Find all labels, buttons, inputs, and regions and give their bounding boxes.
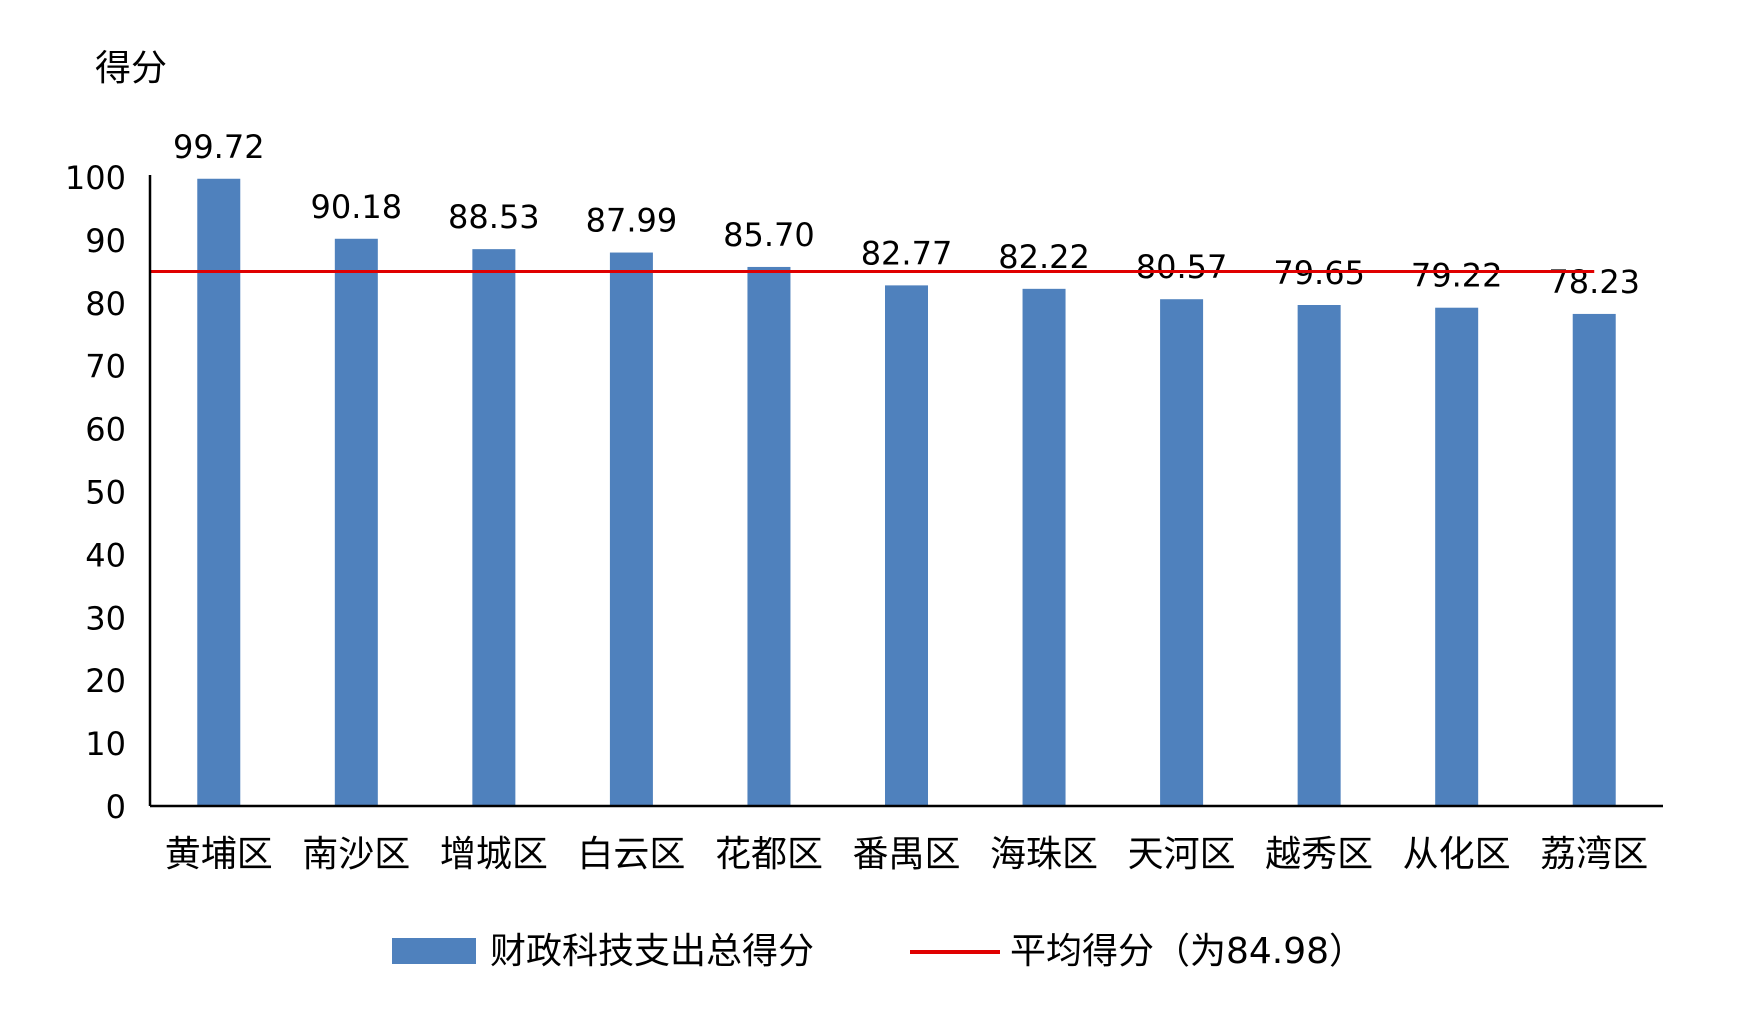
bar	[747, 266, 791, 806]
y-tick-label: 100	[65, 159, 126, 197]
x-tick-label: 黄埔区	[165, 834, 273, 875]
y-tick-label: 30	[85, 599, 126, 637]
x-tick-label: 荔湾区	[1540, 834, 1648, 875]
y-axis-title: 得分	[95, 48, 167, 89]
bar	[1572, 313, 1616, 806]
y-tick-label: 10	[85, 725, 126, 763]
y-tick-label: 90	[85, 222, 126, 260]
legend: 财政科技支出总得分 平均得分（为84.98）	[392, 931, 1365, 972]
y-tick-label: 40	[85, 536, 126, 574]
bar-value-label: 87.99	[586, 202, 678, 240]
x-tick-label: 南沙区	[302, 834, 410, 875]
x-tick-label: 番禺区	[852, 834, 960, 875]
y-axis-ticks: 0 10 20 30 40 50 60 70 80 90 100	[65, 159, 126, 826]
bars	[197, 178, 1616, 807]
bar-value-label: 79.22	[1411, 257, 1503, 295]
x-tick-label: 增城区	[440, 834, 548, 875]
bar	[885, 285, 928, 806]
x-tick-label: 海珠区	[990, 834, 1098, 875]
legend-bar-label: 财政科技支出总得分	[490, 931, 814, 972]
bar-value-label: 82.77	[861, 234, 953, 272]
x-tick-label: 花都区	[715, 834, 823, 875]
bar-value-label: 85.70	[723, 216, 815, 254]
bar-value-labels: 99.72 90.18 88.53 87.99 85.70 82.77 82.22 80.57…	[173, 128, 1640, 301]
y-tick-label: 60	[85, 411, 126, 449]
bar-value-label: 88.53	[448, 198, 540, 236]
bar-value-label: 90.18	[311, 188, 403, 226]
y-tick-label: 0	[106, 788, 126, 826]
x-axis-ticks: 黄埔区 南沙区 增城区 白云区 花都区 番禺区 海珠区 天河区 越秀区 从化区 荔湾区	[165, 834, 1648, 875]
bar	[1022, 288, 1066, 807]
x-tick-label: 天河区	[1128, 834, 1236, 875]
bar	[472, 249, 516, 806]
bar-value-label: 79.65	[1273, 254, 1365, 292]
x-tick-label: 白云区	[577, 834, 685, 875]
bar	[1297, 305, 1341, 806]
bar	[197, 178, 241, 806]
bar-value-label: 99.72	[173, 128, 265, 166]
axes	[148, 175, 1663, 808]
x-tick-label: 越秀区	[1265, 834, 1373, 875]
bar	[1160, 299, 1204, 806]
bar-value-label: 78.23	[1548, 263, 1640, 301]
bar-value-label: 82.22	[998, 238, 1090, 276]
bar	[334, 238, 378, 806]
bar	[609, 252, 653, 806]
legend-line-label: 平均得分（为84.98）	[1010, 931, 1365, 972]
y-tick-label: 80	[85, 285, 126, 323]
bar-value-label: 80.57	[1136, 248, 1228, 286]
y-tick-label: 20	[85, 662, 126, 700]
legend-bar-swatch	[392, 938, 476, 964]
y-tick-label: 50	[85, 474, 126, 512]
y-tick-label: 70	[85, 348, 126, 386]
bar	[1435, 307, 1479, 806]
x-tick-label: 从化区	[1403, 834, 1511, 875]
